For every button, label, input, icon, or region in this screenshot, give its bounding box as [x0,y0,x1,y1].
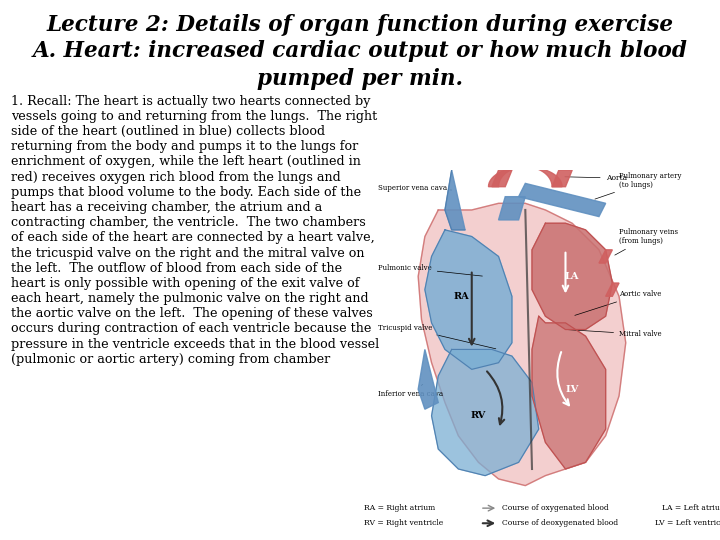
Text: Pulmonary artery
(to lungs): Pulmonary artery (to lungs) [595,172,682,199]
Polygon shape [431,349,539,476]
Text: A. Heart: increased cardiac output or how much blood: A. Heart: increased cardiac output or ho… [32,40,688,63]
Polygon shape [492,170,512,187]
Text: Pulmonic valve: Pulmonic valve [378,264,482,276]
Polygon shape [418,349,438,409]
Polygon shape [532,223,612,329]
Text: Tricuspid valve: Tricuspid valve [378,323,496,349]
Text: Superior vena cava: Superior vena cava [378,184,451,192]
Text: LV: LV [565,385,579,394]
Text: Course of oxygenated blood: Course of oxygenated blood [502,504,608,512]
Polygon shape [498,197,526,220]
Text: Pulmonary veins
(from lungs): Pulmonary veins (from lungs) [615,228,678,255]
Text: pumped per min.: pumped per min. [257,68,463,90]
Text: LA: LA [565,272,580,281]
Polygon shape [606,283,619,296]
Polygon shape [532,316,606,469]
Polygon shape [445,170,465,230]
Text: RV = Right ventricle: RV = Right ventricle [364,519,443,528]
Text: Lecture 2: Details of organ function during exercise: Lecture 2: Details of organ function dur… [47,14,673,36]
Text: Aortic valve: Aortic valve [575,291,662,315]
Polygon shape [599,250,612,263]
Text: LA = Left atrium: LA = Left atrium [662,504,720,512]
Text: LV = Left ventricle: LV = Left ventricle [655,519,720,528]
Text: 1. Recall: The heart is actually two hearts connected by
vessels going to and re: 1. Recall: The heart is actually two hea… [11,94,379,366]
Text: Course of deoxygenated blood: Course of deoxygenated blood [502,519,618,528]
Text: Inferior vena cava: Inferior vena cava [378,384,443,398]
Text: RV: RV [471,411,486,420]
Text: RA = Right atrium: RA = Right atrium [364,504,435,512]
Polygon shape [488,167,562,187]
Polygon shape [425,230,512,369]
Text: Aorta: Aorta [565,174,627,182]
Polygon shape [518,184,606,217]
Polygon shape [552,170,572,187]
Polygon shape [418,203,626,485]
Text: Mitral valve: Mitral valve [568,330,662,338]
Text: RA: RA [454,292,469,301]
